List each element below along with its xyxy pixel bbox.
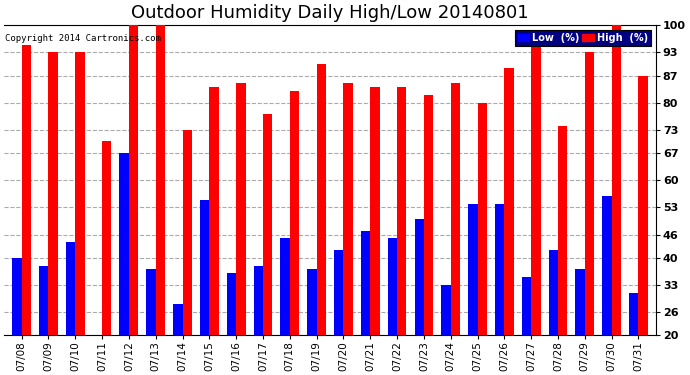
Bar: [415, 219, 424, 335]
Bar: [629, 293, 638, 335]
Bar: [290, 91, 299, 335]
Bar: [254, 266, 263, 335]
Text: Copyright 2014 Cartronics.com: Copyright 2014 Cartronics.com: [6, 34, 161, 44]
Bar: [549, 250, 558, 335]
Bar: [495, 204, 504, 335]
Bar: [611, 25, 621, 335]
Legend: Low  (%), High  (%): Low (%), High (%): [515, 30, 651, 46]
Bar: [451, 83, 460, 335]
Bar: [575, 270, 585, 335]
Bar: [522, 277, 531, 335]
Bar: [307, 270, 317, 335]
Bar: [638, 75, 648, 335]
Bar: [209, 87, 219, 335]
Bar: [504, 68, 514, 335]
Title: Outdoor Humidity Daily High/Low 20140801: Outdoor Humidity Daily High/Low 20140801: [131, 4, 529, 22]
Bar: [183, 130, 192, 335]
Bar: [66, 242, 75, 335]
Bar: [344, 83, 353, 335]
Bar: [397, 87, 406, 335]
Bar: [12, 258, 21, 335]
Bar: [558, 126, 567, 335]
Bar: [263, 114, 273, 335]
Bar: [477, 103, 487, 335]
Bar: [442, 285, 451, 335]
Bar: [227, 273, 236, 335]
Bar: [585, 52, 594, 335]
Bar: [173, 304, 183, 335]
Bar: [200, 200, 209, 335]
Bar: [146, 270, 156, 335]
Bar: [317, 64, 326, 335]
Bar: [75, 52, 85, 335]
Bar: [156, 25, 165, 335]
Bar: [361, 231, 371, 335]
Bar: [129, 25, 138, 335]
Bar: [48, 52, 58, 335]
Bar: [21, 45, 31, 335]
Bar: [119, 153, 129, 335]
Bar: [424, 95, 433, 335]
Bar: [334, 250, 344, 335]
Bar: [371, 87, 380, 335]
Bar: [236, 83, 246, 335]
Bar: [602, 196, 611, 335]
Bar: [388, 238, 397, 335]
Bar: [531, 40, 540, 335]
Bar: [39, 266, 48, 335]
Bar: [468, 204, 477, 335]
Bar: [280, 238, 290, 335]
Bar: [102, 141, 112, 335]
